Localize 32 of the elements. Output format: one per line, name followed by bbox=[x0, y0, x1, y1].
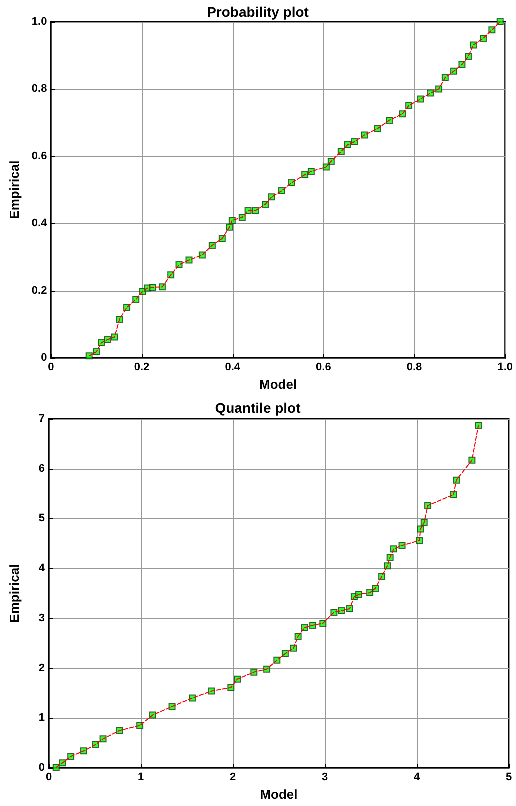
y-axis-title: Empirical bbox=[7, 160, 22, 220]
x-tick-label: 0.2 bbox=[134, 362, 150, 374]
y-tick-label: 1.0 bbox=[32, 16, 48, 28]
x-tick-label: 0.4 bbox=[225, 362, 242, 374]
x-tick-label: 4 bbox=[414, 772, 421, 784]
x-tick-label: 5 bbox=[506, 772, 512, 784]
chart-title: Probability plot bbox=[207, 4, 310, 20]
x-tick-label: 2 bbox=[230, 772, 236, 784]
y-tick-label: 0.8 bbox=[32, 83, 48, 96]
y-tick-label: 0.4 bbox=[32, 218, 48, 230]
y-tick-label: 0.6 bbox=[32, 150, 48, 162]
y-tick-label: 0 bbox=[41, 352, 48, 364]
x-axis-title: Model bbox=[260, 787, 298, 802]
chart-title: Quantile plot bbox=[215, 400, 302, 416]
x-tick-label: 1.0 bbox=[498, 362, 514, 374]
y-tick-label: 0 bbox=[38, 762, 45, 774]
y-tick-label: 1 bbox=[38, 712, 45, 724]
y-tick-label: 2 bbox=[38, 662, 45, 674]
x-tick-label: 0.6 bbox=[316, 362, 332, 374]
y-tick-label: 5 bbox=[38, 512, 45, 525]
point bbox=[475, 422, 482, 429]
y-tick-label: 3 bbox=[38, 612, 45, 624]
y-tick-label: 4 bbox=[38, 562, 46, 575]
x-tick-label: 1 bbox=[138, 772, 144, 784]
x-tick-label: 3 bbox=[322, 772, 328, 784]
y-axis-title: Empirical bbox=[7, 564, 22, 623]
x-axis-title: Model bbox=[259, 377, 298, 392]
x-tick-label: 0.8 bbox=[406, 362, 422, 374]
y-tick-label: 6 bbox=[38, 462, 45, 475]
y-tick-label: 7 bbox=[38, 413, 45, 425]
y-tick-label: 0.2 bbox=[32, 284, 48, 297]
point bbox=[496, 18, 504, 26]
